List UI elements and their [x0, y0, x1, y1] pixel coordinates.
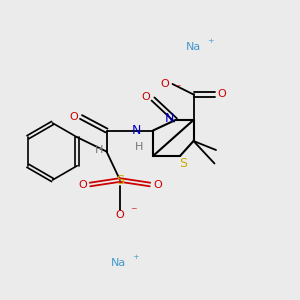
Text: S: S — [116, 173, 124, 187]
Text: Na: Na — [111, 257, 126, 268]
Text: O: O — [141, 92, 150, 102]
Text: Na: Na — [186, 41, 201, 52]
Text: ⁻: ⁻ — [130, 205, 137, 218]
Text: O: O — [153, 179, 162, 190]
Text: N: N — [132, 124, 141, 137]
Text: O: O — [160, 79, 169, 89]
Text: O: O — [218, 89, 226, 100]
Text: H: H — [95, 145, 103, 155]
Text: O: O — [69, 112, 78, 122]
Text: ⁺: ⁺ — [207, 37, 213, 50]
Text: ⁻: ⁻ — [174, 82, 180, 95]
Text: O: O — [78, 179, 87, 190]
Text: S: S — [179, 157, 187, 170]
Text: ⁺: ⁺ — [132, 253, 138, 266]
Text: H: H — [135, 142, 144, 152]
Text: O: O — [116, 209, 124, 220]
Text: N: N — [165, 112, 174, 125]
